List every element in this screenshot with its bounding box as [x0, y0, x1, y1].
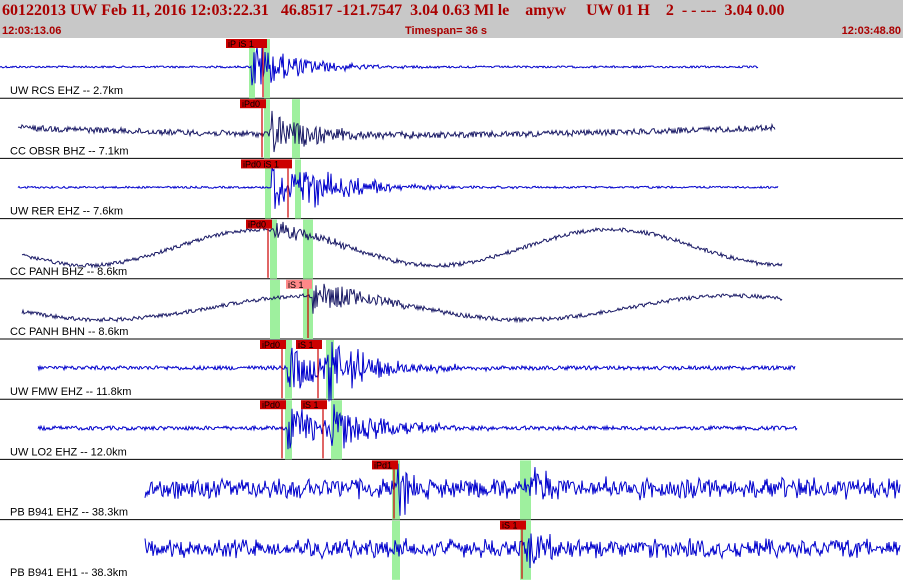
end-time: 12:03:48.80 — [841, 25, 901, 37]
event-title: 60122013 UW Feb 11, 2016 12:03:22.31 46.… — [2, 2, 785, 19]
pick-label: iS 1 — [298, 340, 314, 350]
pick-window — [392, 520, 400, 580]
pick-flag[interactable] — [260, 340, 286, 349]
pick-marker[interactable]: iPd0 — [260, 340, 286, 399]
pick-flag[interactable] — [226, 39, 267, 48]
pick-label: iPd0 — [262, 340, 280, 350]
pick-window — [270, 219, 277, 279]
waveforms — [0, 46, 901, 569]
seismogram-canvas[interactable]: iP iS 1 iPd0 iPd0 iS 1 iPd0 iS 1 iPd0 iS 1 iPd0… — [0, 38, 903, 580]
pick-label: iPd0 iS 1 — [243, 159, 279, 169]
pick-marker[interactable]: iPd0 — [246, 219, 272, 278]
pick-flag[interactable] — [246, 219, 272, 229]
pick-highlights — [249, 39, 531, 580]
pick-label: iP iS 1 — [228, 39, 254, 49]
pick-flag[interactable] — [372, 460, 398, 470]
pick-label: iPd0 — [262, 400, 280, 410]
waveform-trace — [37, 404, 798, 450]
pick-label: iPd0 — [242, 99, 260, 109]
pick-marker[interactable]: iPd0 — [240, 99, 266, 158]
pick-label: iS 1 — [288, 280, 304, 290]
timespan-label: Timespan= 36 s — [405, 25, 488, 37]
pick-window — [270, 279, 280, 339]
pick-label: iPd1 — [374, 460, 392, 470]
pick-marker[interactable]: iPd0 iS 1 — [241, 159, 292, 218]
pick-flag[interactable] — [301, 400, 327, 410]
waveform-trace — [144, 463, 901, 516]
waveform-trace — [21, 283, 783, 324]
trace-separators — [0, 97, 903, 521]
pick-marker[interactable]: iP iS 1 — [226, 39, 267, 98]
pick-flag[interactable] — [241, 159, 292, 169]
waveform-trace — [37, 341, 796, 402]
pick-window — [392, 460, 400, 520]
trace-label: PB B941 EHZ -- 38.3km — [10, 507, 128, 519]
pick-window — [303, 219, 313, 279]
seismogram-panel[interactable]: iP iS 1 iPd0 iPd0 iS 1 iPd0 iS 1 iPd0 iS 1 iPd0… — [0, 38, 903, 580]
pick-marker[interactable]: iPd1 — [372, 460, 398, 519]
pick-flag[interactable] — [260, 400, 286, 410]
pick-flag[interactable] — [500, 520, 526, 530]
event-header: 60122013 UW Feb 11, 2016 12:03:22.31 46.… — [0, 0, 903, 38]
pick-flag[interactable] — [240, 99, 266, 109]
start-time: 12:03:13.06 — [2, 25, 62, 37]
trace-label: CC PANH BHZ -- 8.6km — [10, 266, 127, 278]
trace-label: UW RER EHZ -- 7.6km — [10, 206, 123, 218]
waveform-trace — [21, 221, 783, 269]
pick-marker[interactable]: iS 1 — [296, 340, 322, 399]
pick-label: iS 1 — [502, 521, 518, 531]
trace-label: UW FMW EHZ -- 11.8km — [10, 386, 131, 398]
trace-label: UW LO2 EHZ -- 12.0km — [10, 446, 127, 458]
pick-window — [265, 159, 271, 219]
trace-label: PB B941 EH1 -- 38.3km — [10, 567, 127, 579]
waveform-trace — [17, 110, 776, 153]
trace-label: CC PANH BHN -- 8.6km — [10, 326, 128, 338]
trace-label: CC OBSR BHZ -- 7.1km — [10, 145, 129, 157]
pick-window — [264, 99, 270, 159]
pick-window — [285, 340, 292, 400]
pick-window — [249, 39, 255, 99]
waveform-trace — [17, 165, 779, 209]
pick-markers[interactable]: iP iS 1 iPd0 iPd0 iS 1 iPd0 iS 1 iPd0 iS 1 iPd0… — [226, 39, 526, 579]
pick-label: iPd0 — [248, 220, 266, 230]
trace-labels: UW RCS EHZ -- 2.7km CC OBSR BHZ -- 7.1km U… — [10, 85, 131, 579]
waveform-trace — [0, 46, 759, 86]
pick-flag[interactable] — [296, 340, 322, 349]
pick-flag[interactable] — [286, 279, 312, 289]
pick-window — [295, 159, 301, 219]
pick-marker[interactable]: iS 1 — [500, 520, 526, 579]
pick-marker[interactable]: iPd0 — [260, 400, 286, 459]
pick-marker[interactable]: iS 1 — [301, 400, 327, 459]
pick-label: iS 1 — [303, 400, 319, 410]
pick-marker[interactable]: iS 1 — [286, 279, 312, 338]
pick-window — [331, 400, 342, 460]
trace-label: UW RCS EHZ -- 2.7km — [10, 85, 123, 97]
